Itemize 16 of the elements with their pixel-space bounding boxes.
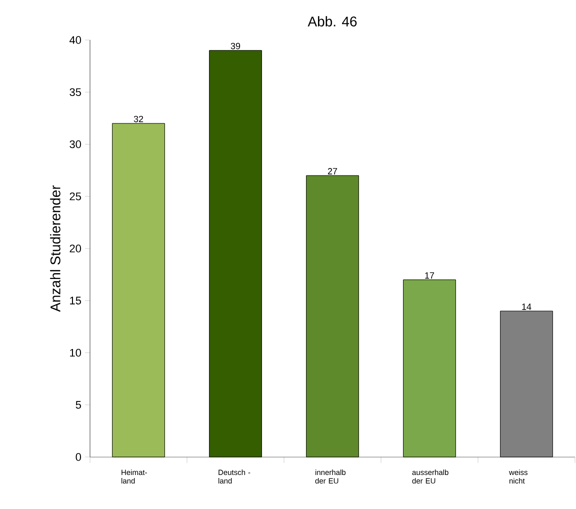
y-tick-label: 20 bbox=[70, 244, 82, 252]
y-tick-label: 0 bbox=[76, 453, 82, 461]
y-axis-title: Anzahl Studierender bbox=[50, 185, 60, 312]
y-tick-label: 35 bbox=[70, 88, 81, 96]
data-label: 17 bbox=[425, 272, 434, 279]
data-label: 39 bbox=[230, 42, 240, 50]
y-tick-label: 30 bbox=[70, 140, 82, 148]
y-tick-label: 5 bbox=[76, 401, 81, 409]
y-tick-label: 15 bbox=[70, 296, 81, 304]
data-label: 32 bbox=[134, 116, 144, 122]
data-label: 14 bbox=[522, 304, 532, 310]
y-tick-label: 25 bbox=[70, 192, 81, 200]
chart-title: Abb. 46 bbox=[308, 16, 357, 26]
data-label: 27 bbox=[328, 168, 338, 174]
y-tick-label: 10 bbox=[70, 348, 82, 357]
y-tick-label: 40 bbox=[69, 36, 82, 44]
